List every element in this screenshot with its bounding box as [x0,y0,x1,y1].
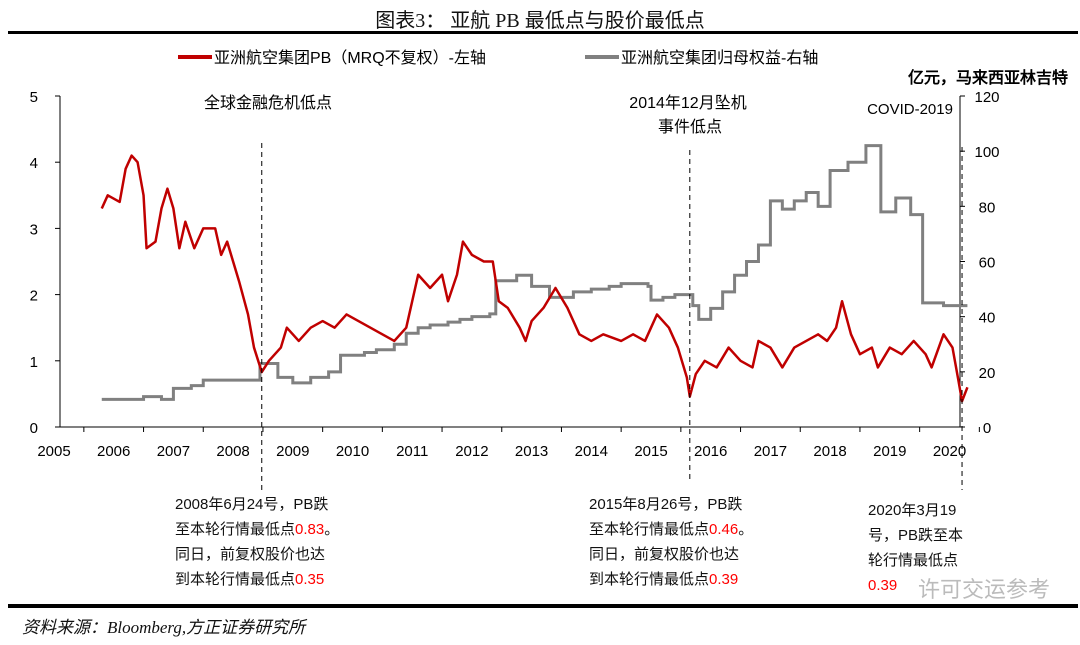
y-right-tick-label: 0 [983,420,991,437]
note-line: 2020年3月19 [868,502,957,519]
note-line: 到本轮行情最低点 [175,571,296,588]
pb-line [100,154,969,403]
note-value: 0.39 [709,571,739,588]
note-line: 2008年6月24号，PB跌 [175,496,329,513]
x-tick-label: 2005 [37,443,70,460]
y-right-label: 亿元，马来西亚林吉特 [908,68,1068,87]
equity-line [101,144,968,401]
note-line: 轮行情最低点 [868,552,959,569]
annotation-label: 2014年12月坠机 [629,94,746,112]
note-punct: 。 [738,521,754,538]
source-note: 资料来源：Bloomberg,方正证券研究所 [22,618,306,637]
y-left-tick-label: 0 [30,420,38,437]
note-value: 0.46 [709,521,739,538]
annotation-label: 事件低点 [658,118,722,136]
x-tick-label: 2017 [754,443,787,460]
y-right-tick-label: 100 [974,144,999,161]
y-right-tick-label: 40 [979,310,996,327]
x-tick-label: 2006 [97,443,130,460]
annotation-2008: 2008年6月24号，PB跌 至本轮行情最低点0.83。 同日，前复权股价也达 … [175,492,339,592]
x-tick-label: 2007 [157,443,190,460]
legend-label-equity: 亚洲航空集团归母权益-右轴 [621,49,818,67]
x-tick-label: 2008 [216,443,249,460]
x-tick-label: 2010 [336,443,369,460]
x-tick-label: 2018 [813,443,846,460]
x-tick-label: 2019 [873,443,906,460]
annotation-2020: 2020年3月19 号，PB跌至本 轮行情最低点 0.39 [868,498,963,598]
chart: 0 1 2 3 4 5 0 20 40 60 80 100 120 亿元，马来西亚林吉特 2005 2006 2… [30,49,1068,490]
watermark: 许可交运参考 [918,577,1051,602]
note-line: 至本轮行情最低点 [589,521,710,538]
note-punct: 。 [324,521,340,538]
note-line: 同日，前复权股价也达 [589,546,740,563]
x-tick-label: 2014 [575,443,608,460]
top-rule [8,31,1078,34]
y-right-tick-label: 20 [979,365,996,382]
annotation-label: COVID-2019 [867,101,953,118]
x-tick-label: 2016 [694,443,727,460]
x-tick-label: 2020 [933,443,966,460]
x-tick-label: 2009 [276,443,309,460]
note-value: 0.39 [868,577,898,594]
x-tick-label: 2012 [455,443,488,460]
note-value: 0.83 [295,521,325,538]
annotation-label: 全球金融危机低点 [204,94,332,112]
y-right-tick-label: 80 [979,199,996,216]
note-value: 0.35 [295,571,325,588]
note-line: 至本轮行情最低点 [175,521,296,538]
y-right-tick-label: 60 [979,255,996,272]
y-left-tick-label: 1 [30,354,38,371]
note-line: 号，PB跌至本 [868,527,964,544]
y-right-tick-label: 120 [974,89,999,106]
note-line: 同日，前复权股价也达 [175,546,326,563]
y-left-tick-label: 2 [30,288,38,305]
y-left-tick-label: 5 [30,89,38,106]
x-tick-label: 2013 [515,443,548,460]
x-tick-label: 2011 [396,443,428,460]
y-left-tick-label: 3 [30,221,38,238]
y-left-tick-label: 4 [30,155,38,172]
annotation-2015: 2015年8月26号，PB跌 至本轮行情最低点0.46。 同日，前复权股价也达 … [589,492,753,592]
bottom-rule [8,604,1078,608]
note-line: 到本轮行情最低点 [589,571,710,588]
chart-title: 图表3： 亚航 PB 最低点与股价最低点 [375,10,705,32]
x-tick-label: 2015 [634,443,667,460]
legend-label-pb: 亚洲航空集团PB（MRQ不复权）-左轴 [214,49,486,67]
note-line: 2015年8月26号，PB跌 [589,496,743,513]
